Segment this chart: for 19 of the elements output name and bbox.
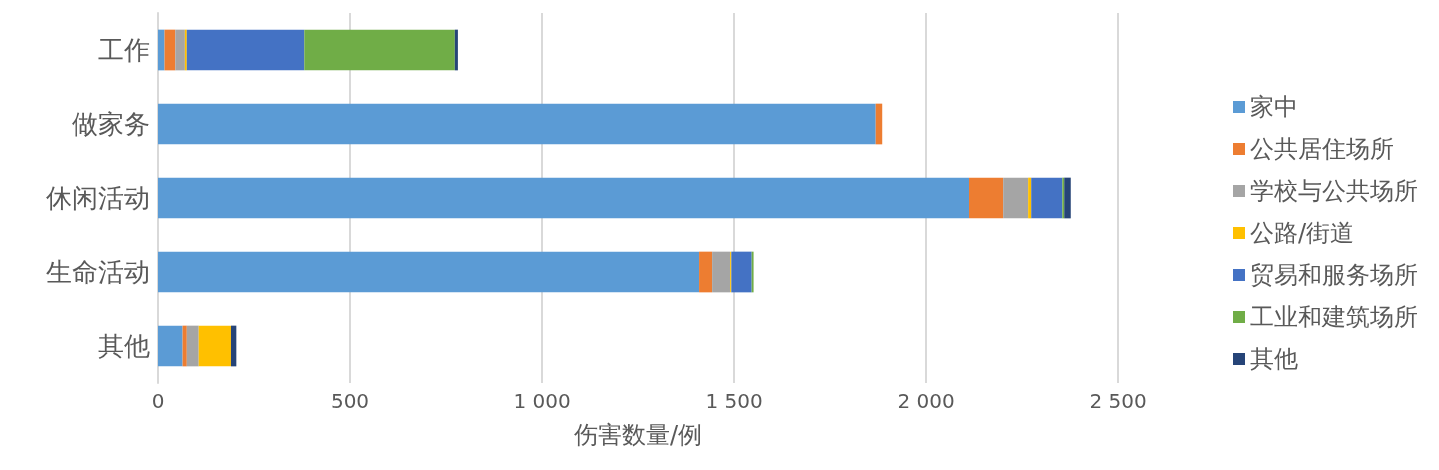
y-tick-label: 其他: [98, 331, 150, 361]
legend-label: 公共居住场所: [1250, 135, 1394, 163]
x-tick-label: 2 000: [897, 389, 955, 413]
x-tick-label: 1 000: [513, 389, 571, 413]
x-tick-label: 1 500: [705, 389, 763, 413]
y-tick-label: 工作: [98, 35, 150, 65]
x-tick-label: 0: [151, 389, 165, 413]
x-tick-label: 2 500: [1089, 389, 1147, 413]
legend-label: 工业和建筑场所: [1250, 303, 1418, 331]
y-tick-label: 做家务: [72, 109, 150, 139]
legend-label: 公路/街道: [1250, 219, 1355, 247]
legend-label: 家中: [1250, 93, 1298, 121]
x-tick-label: 500: [330, 389, 370, 413]
y-tick-label: 生命活动: [46, 257, 150, 287]
legend-label: 贸易和服务场所: [1250, 261, 1418, 289]
x-axis-title: 伤害数量/例: [573, 421, 703, 449]
legend-label: 学校与公共场所: [1250, 177, 1418, 205]
y-tick-label: 休闲活动: [46, 183, 150, 213]
legend-label: 其他: [1250, 345, 1298, 373]
